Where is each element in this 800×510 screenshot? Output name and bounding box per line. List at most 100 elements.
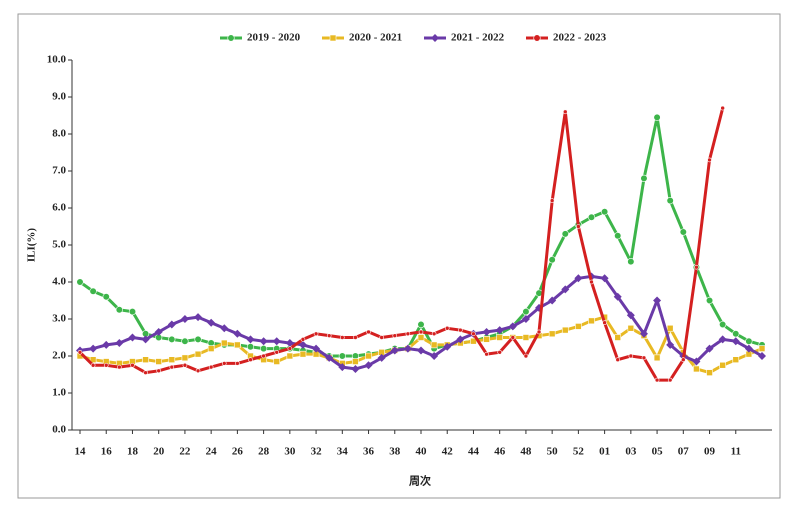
data-point bbox=[496, 334, 503, 341]
x-tick-label: 28 bbox=[258, 446, 270, 458]
data-point bbox=[523, 353, 529, 359]
data-point bbox=[576, 224, 581, 229]
data-point bbox=[431, 331, 437, 337]
x-tick-label: 03 bbox=[625, 446, 637, 458]
data-point bbox=[456, 335, 465, 344]
x-tick-label: 44 bbox=[468, 446, 480, 458]
data-point bbox=[627, 324, 635, 332]
data-point bbox=[208, 364, 214, 370]
y-tick-label: 2.0 bbox=[52, 350, 66, 362]
data-point bbox=[561, 326, 569, 334]
data-point bbox=[287, 346, 293, 351]
data-point bbox=[588, 317, 595, 325]
data-point bbox=[313, 331, 319, 337]
data-point bbox=[260, 345, 268, 353]
legend-marker bbox=[431, 34, 439, 42]
data-point bbox=[248, 357, 253, 363]
y-tick-label: 6.0 bbox=[52, 202, 66, 214]
data-point bbox=[233, 329, 242, 338]
data-point bbox=[692, 357, 701, 366]
legend-marker bbox=[329, 34, 337, 42]
data-point bbox=[77, 349, 83, 355]
legend-marker bbox=[533, 34, 541, 42]
data-point bbox=[273, 358, 281, 365]
x-tick-label: 09 bbox=[704, 446, 716, 458]
y-tick-label: 5.0 bbox=[52, 239, 66, 251]
data-point bbox=[497, 349, 502, 355]
data-point bbox=[195, 368, 201, 374]
data-point bbox=[444, 325, 450, 331]
data-point bbox=[654, 377, 660, 383]
data-point bbox=[115, 306, 123, 314]
data-point bbox=[718, 335, 727, 344]
data-point bbox=[574, 274, 583, 283]
data-point bbox=[418, 329, 424, 335]
data-point bbox=[666, 340, 675, 349]
data-point bbox=[103, 362, 109, 368]
data-point bbox=[246, 335, 255, 344]
data-point bbox=[182, 362, 188, 368]
y-tick-label: 1.0 bbox=[52, 387, 66, 399]
data-point bbox=[234, 341, 241, 349]
data-point bbox=[221, 361, 227, 366]
data-point bbox=[706, 369, 713, 376]
data-point bbox=[90, 362, 96, 368]
data-point bbox=[353, 335, 358, 340]
data-point bbox=[615, 357, 621, 363]
x-tick-label: 40 bbox=[416, 446, 428, 458]
y-tick-label: 3.0 bbox=[52, 313, 66, 325]
data-point bbox=[417, 346, 425, 355]
data-point bbox=[430, 341, 438, 349]
data-point bbox=[207, 318, 216, 327]
x-tick-label: 20 bbox=[153, 446, 165, 458]
data-point bbox=[89, 356, 97, 364]
data-point bbox=[379, 335, 384, 340]
data-point bbox=[614, 232, 622, 240]
legend-marker bbox=[227, 34, 235, 42]
data-point bbox=[639, 329, 648, 338]
data-point bbox=[536, 329, 542, 335]
legend-item: 2021 - 2022 bbox=[424, 32, 505, 44]
data-point bbox=[430, 352, 439, 360]
x-tick-label: 50 bbox=[547, 446, 559, 458]
data-point bbox=[261, 353, 266, 359]
data-point bbox=[484, 351, 489, 357]
data-point bbox=[758, 352, 766, 360]
data-point bbox=[156, 368, 161, 374]
data-point bbox=[405, 331, 411, 337]
data-point bbox=[417, 320, 425, 329]
data-point bbox=[681, 357, 686, 363]
x-tick-label: 36 bbox=[363, 446, 375, 458]
data-point bbox=[168, 335, 176, 343]
x-tick-label: 48 bbox=[520, 446, 532, 458]
x-tick-label: 01 bbox=[599, 446, 610, 458]
data-point bbox=[548, 296, 557, 305]
x-tick-label: 24 bbox=[206, 446, 218, 458]
data-point bbox=[694, 264, 699, 270]
y-tick-label: 0.0 bbox=[52, 424, 66, 436]
data-point bbox=[470, 337, 477, 345]
x-tick-label: 18 bbox=[127, 446, 139, 458]
data-point bbox=[207, 345, 215, 352]
data-point bbox=[168, 356, 176, 364]
data-point bbox=[548, 256, 556, 264]
data-point bbox=[352, 358, 359, 365]
data-point bbox=[102, 293, 110, 301]
data-point bbox=[115, 339, 124, 348]
data-point bbox=[169, 364, 175, 370]
data-point bbox=[390, 346, 399, 355]
data-point bbox=[142, 356, 149, 364]
x-tick-label: 42 bbox=[442, 446, 454, 458]
data-point bbox=[235, 361, 240, 366]
data-point bbox=[154, 327, 163, 336]
x-tick-label: 52 bbox=[573, 446, 585, 458]
data-point bbox=[575, 323, 582, 330]
data-point bbox=[365, 352, 372, 360]
data-point bbox=[325, 353, 334, 362]
y-tick-label: 4.0 bbox=[52, 276, 66, 288]
x-tick-label: 22 bbox=[179, 446, 191, 458]
legend-label: 2020 - 2021 bbox=[349, 32, 402, 44]
data-point bbox=[548, 330, 556, 338]
legend-label: 2019 - 2020 bbox=[247, 32, 301, 44]
data-point bbox=[130, 362, 135, 368]
